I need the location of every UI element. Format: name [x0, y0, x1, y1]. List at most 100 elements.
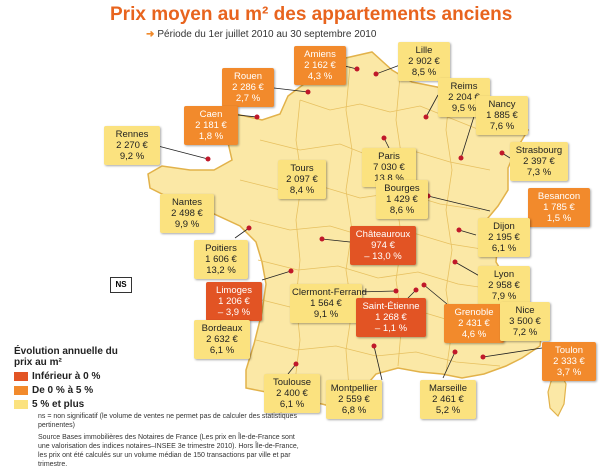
city-name: Saint-Étienne	[362, 301, 420, 312]
city-price: 1 606 €	[205, 254, 237, 265]
city-label-caen: Caen 2 181 €1,8 %	[184, 106, 238, 145]
city-price: 2 498 €	[171, 208, 203, 219]
city-price: 2 902 €	[408, 56, 440, 67]
city-change: 6,1 %	[279, 399, 305, 410]
city-change: 6,1 %	[209, 345, 235, 356]
city-label-dijon: Dijon 2 195 €6,1 %	[478, 218, 530, 257]
city-label-montpellier: Montpellier 2 559 €6,8 %	[326, 380, 382, 419]
city-label-toulon: Toulon 2 333 €3,7 %	[542, 342, 596, 381]
city-name: Bordeaux	[201, 323, 243, 334]
city-label-lille: Lille 2 902 €8,5 %	[398, 42, 450, 81]
city-name: Caen	[199, 109, 223, 120]
city-price: 974 €	[371, 240, 395, 251]
legend-title: Évolution annuelle du prix au m²	[14, 346, 118, 368]
city-change: – 13,0 %	[364, 251, 402, 262]
city-change: 9,1 %	[313, 309, 339, 320]
city-change: 9,9 %	[174, 219, 200, 230]
city-label-bourges: Bourges 1 429 €8,6 %	[376, 180, 428, 219]
city-price: 2 461 €	[432, 394, 464, 405]
city-change: 2,7 %	[235, 93, 261, 104]
city-change: 6,8 %	[341, 405, 367, 416]
city-name: Nantes	[171, 197, 203, 208]
city-name: Reims	[450, 81, 478, 92]
city-label-nancy: Nancy 1 885 €7,6 %	[476, 96, 528, 135]
city-price: 1 785 €	[543, 202, 575, 213]
legend-label: De 0 % à 5 %	[32, 385, 94, 396]
legend-swatch	[14, 386, 28, 395]
city-label-tours: Tours 2 097 €8,4 %	[278, 160, 326, 199]
city-price: 2 333 €	[553, 356, 585, 367]
map-subtitle: ➜ Période du 1er juillet 2010 au 30 septe…	[146, 29, 376, 40]
city-name: Toulouse	[272, 377, 312, 388]
city-price: 1 885 €	[486, 110, 518, 121]
city-label-toulouse: Toulouse 2 400 €6,1 %	[264, 374, 320, 413]
city-label-clermont-ferrand: Clermont-Ferrand 1 564 €9,1 %	[290, 284, 367, 323]
footnotes: ns = non significatif (le volume de vent…	[38, 412, 300, 472]
city-price: 2 958 €	[488, 280, 520, 291]
source-note: Source Bases immobilières des Notaires d…	[38, 434, 299, 468]
legend-swatch	[14, 400, 28, 409]
city-label-strasbourg: Strasbourg 2 397 €7,3 %	[510, 142, 568, 181]
city-price: 2 204 €	[448, 92, 480, 103]
city-name: Lyon	[493, 269, 515, 280]
city-price: 2 270 €	[116, 140, 148, 151]
city-price: 2 097 €	[286, 174, 318, 185]
city-change: 7,3 %	[526, 167, 552, 178]
city-name: Paris	[378, 151, 400, 162]
city-change: 9,2 %	[119, 151, 145, 162]
city-label-rouen: Rouen 2 286 €2,7 %	[222, 68, 274, 107]
city-price: 2 181 €	[195, 120, 227, 131]
city-name: Toulon	[555, 345, 583, 356]
city-name: Besancon	[537, 191, 581, 202]
city-change: 7,9 %	[491, 291, 517, 302]
city-change: 8,6 %	[389, 205, 415, 216]
city-price: 1 268 €	[375, 312, 407, 323]
city-label-ch-teauroux: Châteauroux 974 € – 13,0 %	[350, 226, 416, 265]
city-price: 7 030 €	[373, 162, 405, 173]
city-change: 13,2 %	[206, 265, 236, 276]
arrow-right-icon: ➜	[146, 29, 155, 40]
ns-note: ns = non significatif (le volume de vent…	[38, 413, 297, 429]
city-change: 5,2 %	[435, 405, 461, 416]
city-name: Amiens	[304, 49, 336, 60]
city-name: Lille	[415, 45, 433, 56]
city-change: – 1,1 %	[374, 323, 408, 334]
city-name: Nice	[515, 305, 535, 316]
city-change: 3,7 %	[556, 367, 582, 378]
city-name: Châteauroux	[355, 229, 411, 240]
ns-marker: NS	[110, 277, 132, 293]
city-change: 7,2 %	[512, 327, 538, 338]
city-name: Dijon	[493, 221, 515, 232]
city-price: 2 559 €	[338, 394, 370, 405]
city-price: 2 431 €	[458, 318, 490, 329]
city-price: 1 564 €	[310, 298, 342, 309]
city-label-lyon: Lyon 2 958 €7,9 %	[478, 266, 530, 305]
city-name: Marseille	[428, 383, 467, 394]
city-price: 2 286 €	[232, 82, 264, 93]
city-change: – 3,9 %	[217, 307, 251, 318]
city-price: 3 500 €	[509, 316, 541, 327]
city-price: 2 195 €	[488, 232, 520, 243]
legend-item-high: 5 % et plus	[14, 399, 134, 410]
city-name: Limoges	[216, 285, 252, 296]
city-label-poitiers: Poitiers 1 606 €13,2 %	[194, 240, 248, 279]
city-label-rennes: Rennes 2 270 €9,2 %	[104, 126, 160, 165]
city-change: 4,6 %	[461, 329, 487, 340]
city-price: 2 397 €	[523, 156, 555, 167]
legend-swatch	[14, 372, 28, 381]
city-price: 2 162 €	[304, 60, 336, 71]
city-name: Rennes	[115, 129, 149, 140]
city-change: 8,4 %	[289, 185, 315, 196]
city-label-bordeaux: Bordeaux 2 632 €6,1 %	[194, 320, 250, 359]
city-change: 7,6 %	[489, 121, 515, 132]
map-title: Prix moyen au m² des appartements ancien…	[110, 4, 513, 25]
city-change: 1,8 %	[198, 131, 224, 142]
legend-item-negative: Inférieur à 0 %	[14, 371, 134, 382]
city-name: Montpellier	[330, 383, 378, 394]
city-price: 2 400 €	[276, 388, 308, 399]
legend: Évolution annuelle du prix au m² Inférie…	[14, 346, 134, 410]
period-text: Période du 1er juillet 2010 au 30 septem…	[157, 29, 377, 40]
city-change: 1,5 %	[546, 213, 572, 224]
city-price: 1 206 €	[218, 296, 250, 307]
legend-label: Inférieur à 0 %	[32, 371, 101, 382]
